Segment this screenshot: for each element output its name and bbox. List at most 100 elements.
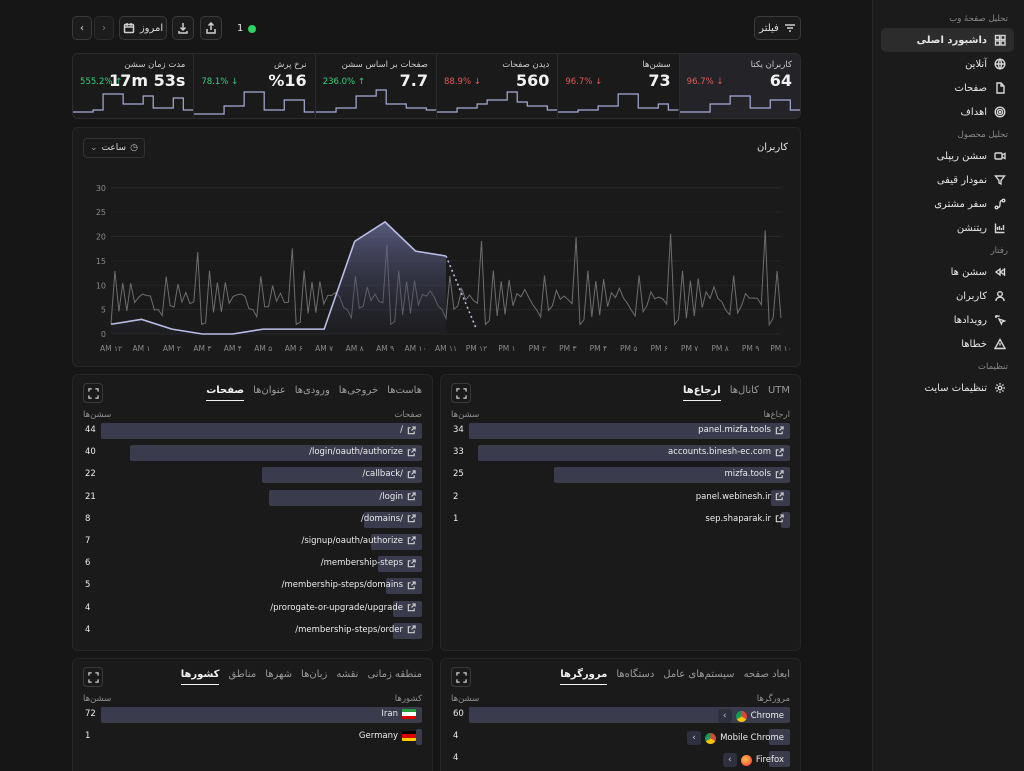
panel-tab[interactable]: ارجاع‌ها	[683, 385, 721, 401]
panel-tab[interactable]: هاست‌ها	[387, 385, 422, 396]
breakdown-bar	[469, 423, 790, 439]
kpi-card[interactable]: نرخ پرش %16 78.1% ↓	[193, 54, 315, 118]
panel-tab[interactable]: دستگاه‌ها	[616, 669, 655, 680]
prev-range-button[interactable]: ‹	[72, 16, 92, 40]
breakdown-row[interactable]: /membership-steps/domains 5	[83, 578, 422, 595]
sidebar-item[interactable]: سشن ها	[881, 260, 1014, 284]
breakdown-row[interactable]: panel.mizfa.tools 34	[451, 423, 790, 439]
sidebar-item[interactable]: نمودار قیفی	[881, 168, 1014, 192]
kpi-strip: کاربران یکتا 64 96.7% ↓ سشن‌ها 73 96.7% …	[72, 53, 801, 119]
panel-tab[interactable]: مرورگرها	[560, 669, 608, 685]
download-button[interactable]	[172, 16, 194, 40]
kpi-value: 17m 53s	[109, 71, 186, 90]
kpi-card[interactable]: صفحات بر اساس سشن 7.7 236.0% ↑	[314, 54, 437, 118]
breakdown-row[interactable]: panel.webinesh.ir 2	[451, 489, 790, 506]
expand-button[interactable]	[83, 667, 103, 687]
panel-tab[interactable]: خروجی‌ها	[338, 385, 379, 396]
breakdown-row[interactable]: ‹ Firefox 4	[451, 751, 790, 768]
kpi-value: 73	[648, 71, 671, 90]
panel-tab[interactable]: شهرها	[265, 669, 293, 680]
breakdown-row[interactable]: /login 21	[83, 489, 422, 506]
row-value: 8	[85, 513, 91, 524]
breakdown-row[interactable]: /membership-steps 6	[83, 556, 422, 573]
expand-icon	[455, 671, 467, 683]
breakdown-row[interactable]: /prorogate-or-upgrade/upgrade 4	[83, 600, 422, 617]
expand-button[interactable]	[83, 383, 103, 403]
breakdown-row[interactable]: Iran 72	[83, 707, 422, 723]
breakdown-row[interactable]: / 44	[83, 423, 422, 439]
panel-tab[interactable]: ابعاد صفحه	[743, 669, 790, 680]
breakdown-row[interactable]: ‹ Chrome 60	[451, 707, 790, 723]
sidebar-item[interactable]: اهداف	[881, 100, 1014, 124]
kpi-label: مدت زمان سشن	[124, 60, 186, 70]
sidebar-item[interactable]: تنظیمات سایت	[881, 376, 1014, 400]
panel-tab[interactable]: UTM	[767, 385, 790, 396]
date-range-button[interactable]: امروز	[119, 16, 167, 40]
x-tick-label: AM ۸	[346, 344, 364, 353]
panel-tab[interactable]: مناطق	[228, 669, 257, 680]
breakdown-list: panel.mizfa.tools 34 accounts.binesh-ec.…	[451, 423, 790, 534]
breakdown-row[interactable]: /signup/oauth/authorize 7	[83, 533, 422, 550]
x-tick-label: AM ۴	[224, 344, 242, 353]
kpi-change: 555.2% ↑	[80, 77, 122, 87]
panel-tab[interactable]: کشورها	[180, 669, 220, 685]
chevron-left-icon[interactable]: ‹	[687, 731, 702, 746]
panel-tab[interactable]: زبان‌ها	[301, 669, 328, 680]
panel-tab[interactable]: سیستم‌های عامل	[663, 669, 735, 680]
sidebar-item[interactable]: خطاها	[881, 332, 1014, 356]
x-tick-label: AM ۲	[163, 344, 181, 353]
breakdown-row[interactable]: ‹ Mobile Chrome 4	[451, 729, 790, 746]
breakdown-list: / 44 /login/oauth/authorize 40 /callba	[83, 423, 422, 645]
sidebar-item[interactable]: سفر مشتری	[881, 192, 1014, 216]
breakdown-list: ‹ Chrome 60 ‹ Mobile Chrome 4 ‹	[451, 707, 790, 771]
chevron-left-icon[interactable]: ‹	[717, 709, 732, 723]
kpi-card[interactable]: سشن‌ها 73 96.7% ↓	[557, 54, 679, 118]
x-tick-label: PM ۴	[590, 344, 607, 353]
sidebar-item[interactable]: کاربران	[881, 284, 1014, 308]
row-value: 40	[85, 447, 96, 458]
sidebar-item[interactable]: سشن ریپلی	[881, 144, 1014, 168]
row-label: /login/oauth/authorize	[309, 447, 416, 457]
row-label: /domains/	[361, 514, 416, 524]
interval-select[interactable]: ⌄ ساعت ◷	[83, 138, 145, 158]
sidebar-item[interactable]: ریتنشن	[881, 216, 1014, 240]
panel-tab[interactable]: ورودی‌ها	[294, 385, 330, 396]
share-button[interactable]	[200, 16, 222, 40]
breakdown-row[interactable]: /login/oauth/authorize 40	[83, 445, 422, 462]
expand-button[interactable]	[451, 383, 471, 403]
sidebar-item[interactable]: صفحات	[881, 76, 1014, 100]
breakdown-row[interactable]: mizfa.tools 25	[451, 467, 790, 484]
kpi-card[interactable]: کاربران یکتا 64 96.7% ↓	[678, 54, 800, 118]
sidebar-item-label: تنظیمات سایت	[924, 382, 987, 394]
breakdown-row[interactable]: accounts.binesh-ec.com 33	[451, 445, 790, 462]
chevron-left-icon[interactable]: ‹	[722, 753, 737, 768]
breakdown-row[interactable]: Germany 1	[83, 729, 422, 746]
kpi-change: 88.9% ↓	[444, 77, 481, 87]
kpi-label: دیدن صفحات	[502, 60, 550, 70]
row-label: ‹ Firefox	[721, 753, 784, 768]
sidebar-item-label: آنلاین	[965, 58, 987, 70]
next-range-button[interactable]: ›	[94, 16, 114, 40]
y-tick-label: 15	[96, 257, 106, 266]
sidebar-item[interactable]: رویدادها	[881, 308, 1014, 332]
external-link-icon	[407, 558, 416, 567]
breakdown-row[interactable]: /domains/ 8	[83, 511, 422, 528]
breakdown-bar	[478, 445, 790, 462]
sidebar-item[interactable]: داشبورد اصلی	[881, 28, 1014, 52]
breakdown-row[interactable]: /membership-steps/order 4	[83, 622, 422, 639]
row-value: 34	[453, 425, 464, 435]
external-link-icon	[407, 470, 416, 479]
panel-tab[interactable]: منطقه زمانی	[367, 669, 422, 680]
panel-tab[interactable]: کانال‌ها	[729, 385, 759, 396]
expand-button[interactable]	[451, 667, 471, 687]
breakdown-row[interactable]: sep.shaparak.ir 1	[451, 511, 790, 528]
sidebar-item[interactable]: آنلاین	[881, 52, 1014, 76]
filter-button[interactable]: فیلتر	[754, 16, 801, 40]
kpi-card[interactable]: دیدن صفحات 560 88.9% ↓	[436, 54, 558, 118]
panel-tab[interactable]: صفحات	[206, 385, 245, 401]
panel-tab[interactable]: نقشه	[336, 669, 359, 680]
external-link-icon	[775, 425, 784, 434]
panel-tab[interactable]: عنوان‌ها	[253, 385, 286, 396]
kpi-card[interactable]: مدت زمان سشن 17m 53s 555.2% ↑	[73, 54, 194, 118]
breakdown-row[interactable]: /callback/ 22	[83, 467, 422, 484]
